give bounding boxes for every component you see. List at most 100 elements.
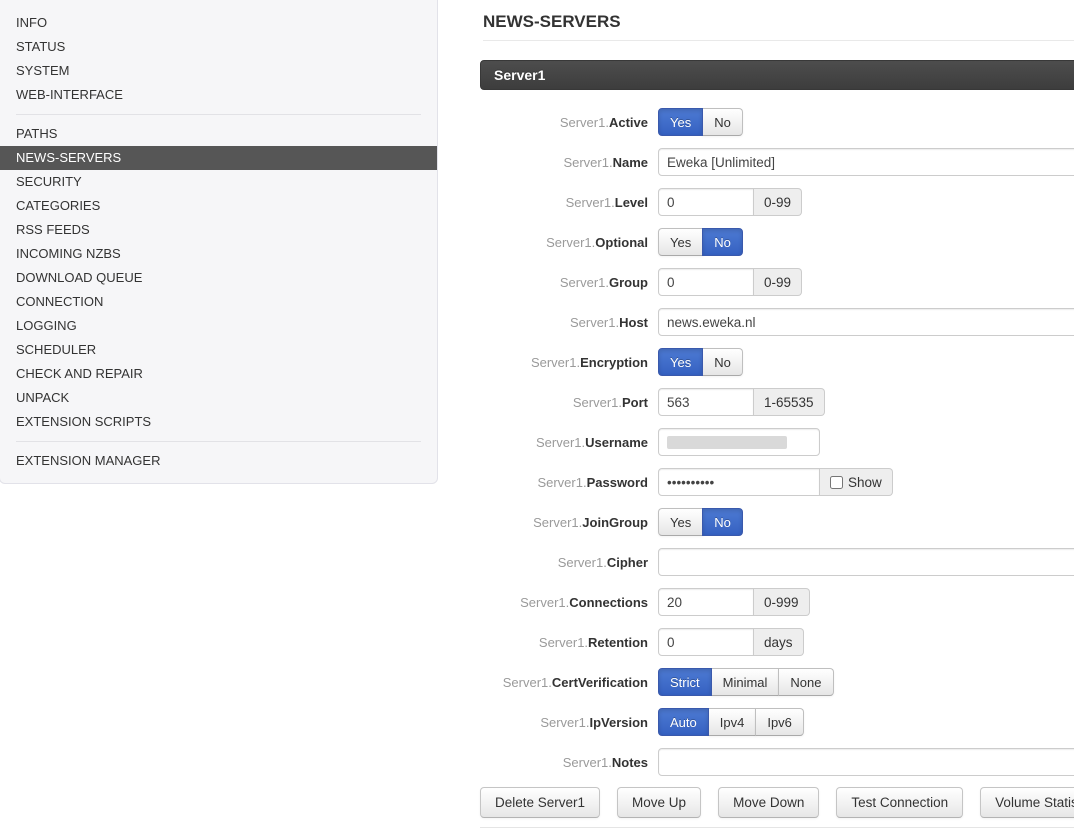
show-password-checkbox[interactable]: [830, 475, 843, 489]
button-move-up[interactable]: Move Up: [617, 787, 702, 818]
notes-input-group: [658, 748, 1074, 776]
group-input[interactable]: [658, 268, 754, 296]
port-input[interactable]: [658, 388, 754, 416]
sidebar-item-connection[interactable]: CONNECTION: [16, 294, 104, 309]
addon-level: 0-99: [754, 188, 803, 216]
field-row-encryption: Server1.Encryption Yes No: [480, 342, 1074, 382]
sidebar-item-security[interactable]: SECURITY: [16, 174, 82, 189]
password-input[interactable]: [658, 468, 820, 496]
field-row-ipversion: Server1.IpVersion Auto Ipv4 Ipv6: [480, 702, 1074, 742]
server-section-header: Server1: [480, 60, 1074, 90]
name-input[interactable]: [658, 148, 1074, 176]
field-label-port: Server1.Port: [572, 394, 648, 410]
optional-toggle-group: Yes No: [658, 228, 743, 256]
sidebar-item-info[interactable]: INFO: [16, 15, 48, 30]
toggle-ipversion-auto[interactable]: Auto: [658, 708, 709, 736]
addon-port: 1-65535: [754, 388, 825, 416]
field-row-port: Server1.Port 1-65535: [480, 382, 1074, 422]
field-label-level: Server1.Level: [565, 194, 648, 210]
bottom-divider: [480, 827, 1074, 828]
sidebar-item-scheduler[interactable]: SCHEDULER: [16, 342, 97, 357]
button-test-connection[interactable]: Test Connection: [836, 787, 964, 818]
sidebar-item-categories[interactable]: CATEGORIES: [16, 198, 101, 213]
button-delete-server1[interactable]: Delete Server1: [480, 787, 601, 818]
sidebar-divider: [16, 441, 421, 442]
action-buttons: Delete Server1 Move Up Move Down Test Conne…: [480, 787, 1074, 818]
cipher-input[interactable]: [658, 548, 1074, 576]
connections-input-group: 0-999: [658, 588, 810, 616]
redacted-value: [667, 435, 787, 449]
title-divider: [483, 40, 1074, 41]
field-label-name: Server1.Name: [563, 154, 648, 170]
sidebar-item-news-servers[interactable]: NEWS-SERVERS: [0, 146, 437, 170]
field-label-group: Server1.Group: [559, 274, 648, 290]
active-toggle-group: Yes No: [658, 108, 743, 136]
sidebar-item-web-interface[interactable]: WEB-INTERFACE: [16, 87, 123, 102]
toggle-optional-no[interactable]: No: [702, 228, 743, 256]
host-input-group: [658, 308, 1074, 336]
field-label-certverification: Server1.CertVerification: [502, 674, 648, 690]
sidebar-item-system[interactable]: SYSTEM: [16, 63, 70, 78]
toggle-active-no[interactable]: No: [702, 108, 743, 136]
field-row-password: Server1.Password Show: [480, 462, 1074, 502]
toggle-encryption-yes[interactable]: Yes: [658, 348, 704, 376]
addon-retention: days: [754, 628, 804, 656]
name-input-group: [658, 148, 1074, 176]
toggle-certverification-minimal[interactable]: Minimal: [710, 668, 780, 696]
field-row-connections: Server1.Connections 0-999: [480, 582, 1074, 622]
field-label-username: Server1.Username: [535, 434, 648, 450]
toggle-certverification-none[interactable]: None: [778, 668, 834, 696]
toggle-joingroup-no[interactable]: No: [702, 508, 743, 536]
sidebar-item-unpack[interactable]: UNPACK: [16, 390, 70, 405]
sidebar-item-extension-scripts[interactable]: EXTENSION SCRIPTS: [16, 414, 152, 429]
field-row-level: Server1.Level 0-99: [480, 182, 1074, 222]
button-volume-statistics[interactable]: Volume Statistics: [980, 787, 1074, 818]
field-row-certverification: Server1.CertVerification Strict Minimal Non…: [480, 662, 1074, 702]
sidebar-item-paths[interactable]: PATHS: [16, 126, 58, 141]
field-row-retention: Server1.Retention days: [480, 622, 1074, 662]
show-password-label: Show: [848, 474, 882, 490]
field-label-password: Server1.Password: [537, 474, 648, 490]
sidebar-item-check-and-repair[interactable]: CHECK AND REPAIR: [16, 366, 143, 381]
field-label-joingroup: Server1.JoinGroup: [533, 514, 648, 530]
retention-input[interactable]: [658, 628, 754, 656]
sidebar-item-status[interactable]: STATUS: [16, 39, 66, 54]
sidebar-item-rss-feeds[interactable]: RSS FEEDS: [16, 222, 90, 237]
field-row-joingroup: Server1.JoinGroup Yes No: [480, 502, 1074, 542]
toggle-ipversion-ipv6[interactable]: Ipv6: [755, 708, 804, 736]
field-label-ipversion: Server1.IpVersion: [540, 714, 648, 730]
field-row-name: Server1.Name: [480, 142, 1074, 182]
sidebar-item-incoming-nzbs[interactable]: INCOMING NZBS: [16, 246, 121, 261]
field-label-active: Server1.Active: [559, 114, 648, 130]
joingroup-toggle-group: Yes No: [658, 508, 743, 536]
field-label-optional: Server1.Optional: [546, 234, 648, 250]
toggle-joingroup-yes[interactable]: Yes: [658, 508, 704, 536]
toggle-optional-yes[interactable]: Yes: [658, 228, 704, 256]
level-input[interactable]: [658, 188, 754, 216]
field-label-connections: Server1.Connections: [520, 594, 648, 610]
username-input[interactable]: [658, 428, 820, 456]
field-label-host: Server1.Host: [569, 314, 648, 330]
sidebar-item-download-queue[interactable]: DOWNLOAD QUEUE: [16, 270, 143, 285]
toggle-encryption-no[interactable]: No: [702, 348, 743, 376]
field-label-encryption: Server1.Encryption: [530, 354, 648, 370]
field-row-active: Server1.Active Yes No: [480, 102, 1074, 142]
toggle-active-yes[interactable]: Yes: [658, 108, 704, 136]
field-row-group: Server1.Group 0-99: [480, 262, 1074, 302]
sidebar-item-extension-manager[interactable]: EXTENSION MANAGER: [16, 453, 161, 468]
field-row-host: Server1.Host: [480, 302, 1074, 342]
toggle-certverification-strict[interactable]: Strict: [658, 668, 712, 696]
field-row-optional: Server1.Optional Yes No: [480, 222, 1074, 262]
notes-input[interactable]: [658, 748, 1074, 776]
field-label-retention: Server1.Retention: [538, 634, 648, 650]
connections-input[interactable]: [658, 588, 754, 616]
main-content: NEWS-SERVERS Server1 Server1.Active Yes No…: [480, 0, 1074, 828]
show-password-addon[interactable]: Show: [820, 468, 893, 496]
port-input-group: 1-65535: [658, 388, 825, 416]
button-move-down[interactable]: Move Down: [718, 787, 820, 818]
level-input-group: 0-99: [658, 188, 803, 216]
toggle-ipversion-ipv4[interactable]: Ipv4: [707, 708, 757, 736]
certverification-toggle-group: Strict Minimal None: [658, 668, 834, 696]
host-input[interactable]: [658, 308, 1074, 336]
sidebar-item-logging[interactable]: LOGGING: [16, 318, 77, 333]
